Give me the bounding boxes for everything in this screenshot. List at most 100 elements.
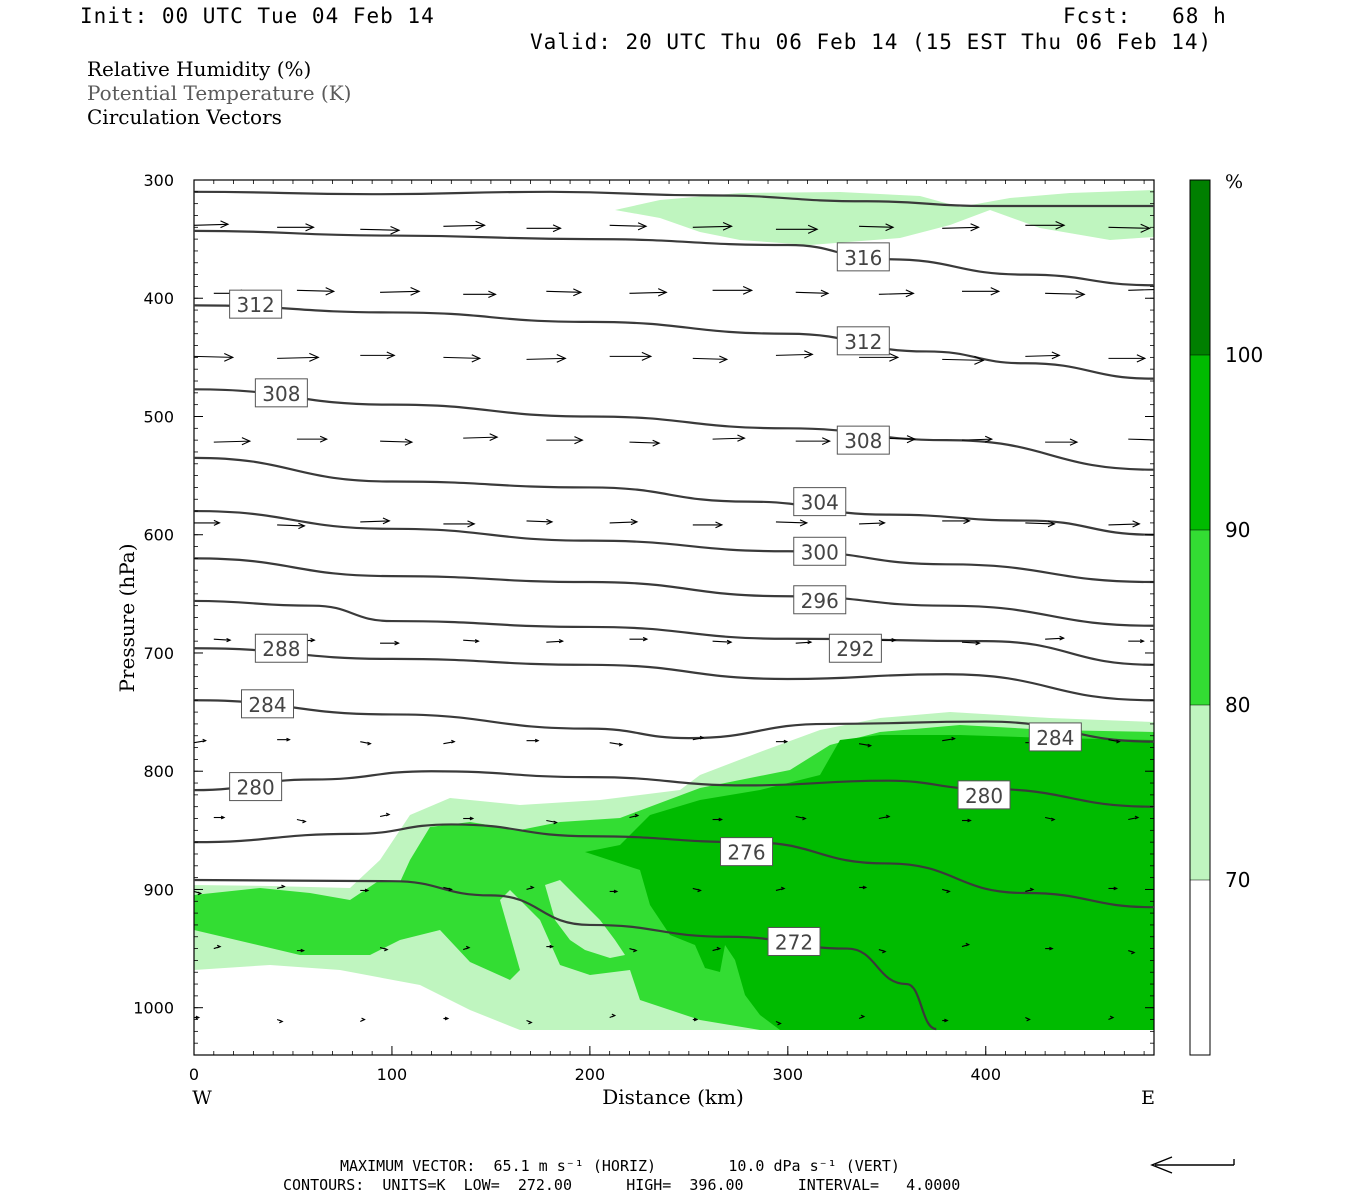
field-circulation-vectors: Circulation Vectors <box>87 105 282 129</box>
wind-vector <box>692 521 724 529</box>
wind-vector <box>463 290 497 299</box>
wind-vector <box>463 816 475 821</box>
x-tick-label: 0 <box>189 1065 199 1084</box>
wind-vector <box>712 946 722 952</box>
theta-contour-label: 272 <box>767 926 821 956</box>
wind-vector <box>1108 886 1119 891</box>
theta-contour-label: 304 <box>793 487 847 517</box>
x-tick-label: 400 <box>970 1065 1001 1084</box>
wind-vector <box>629 439 661 447</box>
wind-vector <box>276 1019 284 1024</box>
wind-vector <box>609 1013 617 1019</box>
theta-contour-312 <box>194 304 1154 380</box>
wind-vector <box>609 351 653 361</box>
svg-text:280: 280 <box>965 784 1003 808</box>
wind-vector <box>546 944 555 949</box>
wind-vector <box>795 289 830 298</box>
rh-shading <box>194 190 1154 1030</box>
wind-vector <box>961 640 981 646</box>
wind-vector <box>1128 950 1136 955</box>
wind-vector <box>194 220 230 229</box>
theta-contour-label: 308 <box>254 378 308 408</box>
theta-contour-label: 284 <box>1028 722 1082 752</box>
svg-text:308: 308 <box>844 429 882 453</box>
wind-vector <box>775 350 814 359</box>
wind-vector <box>194 738 207 744</box>
forecast-value: 68 h <box>1172 4 1227 28</box>
wind-vector <box>795 640 813 645</box>
wind-vector <box>194 890 203 896</box>
wind-vector <box>1045 816 1056 822</box>
wind-vector <box>443 886 453 892</box>
wind-vector <box>463 639 480 644</box>
wind-vector <box>380 286 421 296</box>
wind-vector <box>213 638 232 643</box>
rh-90-100 <box>585 735 1154 1030</box>
wind-vector <box>859 223 895 232</box>
wind-vector <box>276 884 286 889</box>
wind-vector <box>296 818 307 824</box>
wind-vector <box>213 437 252 446</box>
wind-vector <box>712 639 733 645</box>
field-relative-humidity: Relative Humidity (%) <box>87 57 312 81</box>
rh-70-80-pocket <box>545 880 625 958</box>
theta-contour-labels: 316 312 312 308 308 304 300 296 292 288 284 284 280 2… <box>229 242 1082 956</box>
wind-vector <box>942 1018 949 1023</box>
colorbar-frame <box>1189 179 1211 1056</box>
wind-vector <box>692 355 729 364</box>
wind-vector <box>878 289 915 298</box>
wind-vector <box>277 352 320 362</box>
wind-vector <box>609 518 639 526</box>
wind-vector <box>194 519 221 526</box>
wind-vector <box>609 889 619 894</box>
theta-contour-304 <box>194 456 1154 536</box>
y-tick-label: 400 <box>143 289 174 308</box>
theta-contours <box>194 190 1154 1031</box>
wind-vector <box>775 886 786 891</box>
wind-vector <box>942 223 980 232</box>
wind-vector <box>775 739 789 744</box>
wind-vector <box>942 517 971 525</box>
wind-vector <box>962 818 972 823</box>
forecast-label: Fcst: <box>1063 4 1132 28</box>
theta-contour-label: 300 <box>793 536 847 566</box>
theta-contour-label: 292 <box>828 633 882 663</box>
init-time: Init: 00 UTC Tue 04 Feb 14 <box>80 4 435 28</box>
wind-vector <box>692 735 705 741</box>
wind-vector <box>296 287 336 296</box>
wind-vector <box>296 948 306 953</box>
wind-vector <box>526 738 540 743</box>
wind-vector <box>379 947 389 952</box>
theta-contour-label: 312 <box>229 289 283 319</box>
svg-text:272: 272 <box>775 930 813 954</box>
contour-high: 396.00 <box>689 1176 744 1194</box>
theta-contour-288 <box>194 647 1154 702</box>
wind-vector <box>775 519 809 527</box>
colorbar-bin-90-100 <box>1190 355 1210 530</box>
wind-vector <box>1108 1015 1115 1021</box>
wind-vector <box>526 885 535 890</box>
wind-vector <box>1045 289 1086 299</box>
wind-vector <box>380 438 414 446</box>
wind-vector <box>942 888 951 894</box>
wind-vector <box>1128 639 1145 644</box>
wind-vector <box>1025 887 1035 892</box>
theta-contour-316 <box>194 229 1154 287</box>
theta-contour-label: 312 <box>836 326 890 356</box>
wind-vector <box>379 812 391 818</box>
wind-vector <box>629 948 638 953</box>
wind-vector <box>546 436 584 445</box>
contour-prefix: CONTOURS: <box>283 1176 365 1194</box>
wind-vector <box>546 288 583 297</box>
wind-vector <box>546 639 565 644</box>
wind-vector <box>443 354 482 363</box>
wind-vector <box>194 1015 201 1020</box>
svg-text:276: 276 <box>727 841 765 865</box>
x-tick-label: 100 <box>377 1065 408 1084</box>
colorbar-unit: % <box>1225 171 1243 193</box>
wind-vector <box>360 351 396 360</box>
wind-vector <box>692 1017 699 1022</box>
wind-vector <box>277 522 306 530</box>
wind-vector <box>526 224 562 233</box>
svg-text:296: 296 <box>801 589 839 613</box>
